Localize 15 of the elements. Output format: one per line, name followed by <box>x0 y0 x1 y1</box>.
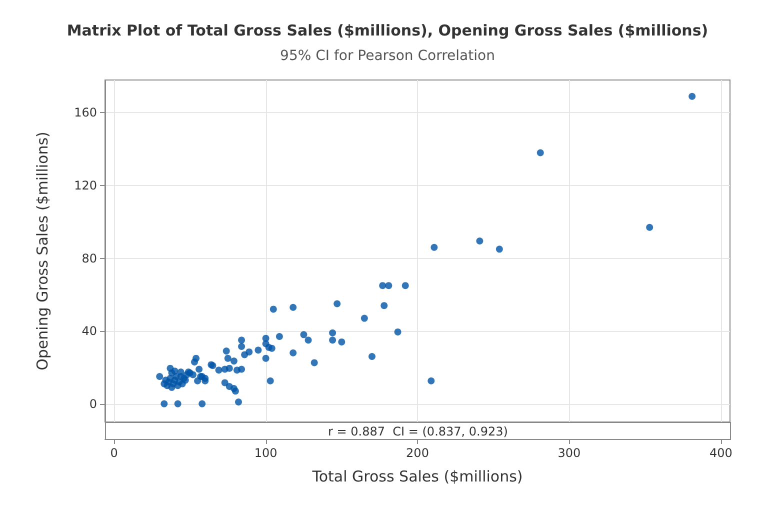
y-tick-label: 80 <box>82 251 97 266</box>
chart-title: Matrix Plot of Total Gross Sales ($millions), Opening Gross Sales ($millions) <box>66 22 708 40</box>
x-tick-label: 100 <box>254 446 278 460</box>
chart-subtitle: 95% CI for Pearson Correlation <box>280 48 495 64</box>
y-tick-label: 120 <box>74 178 97 193</box>
y-tick-label: 160 <box>74 106 97 120</box>
x-axis-title: Total Gross Sales ($millions) <box>311 468 523 486</box>
y-axis-title: Opening Gross Sales ($millions) <box>34 132 52 370</box>
y-tick-label: 40 <box>82 324 97 338</box>
x-tick-label: 300 <box>558 446 581 460</box>
x-tick-label: 400 <box>709 446 732 460</box>
x-tick-label: 200 <box>406 446 429 460</box>
text: r = 0.887 CI = (0.837, 0.923) <box>328 424 508 438</box>
x-tick-label: 0 <box>110 446 118 460</box>
y-tick-label: 0 <box>89 396 97 411</box>
